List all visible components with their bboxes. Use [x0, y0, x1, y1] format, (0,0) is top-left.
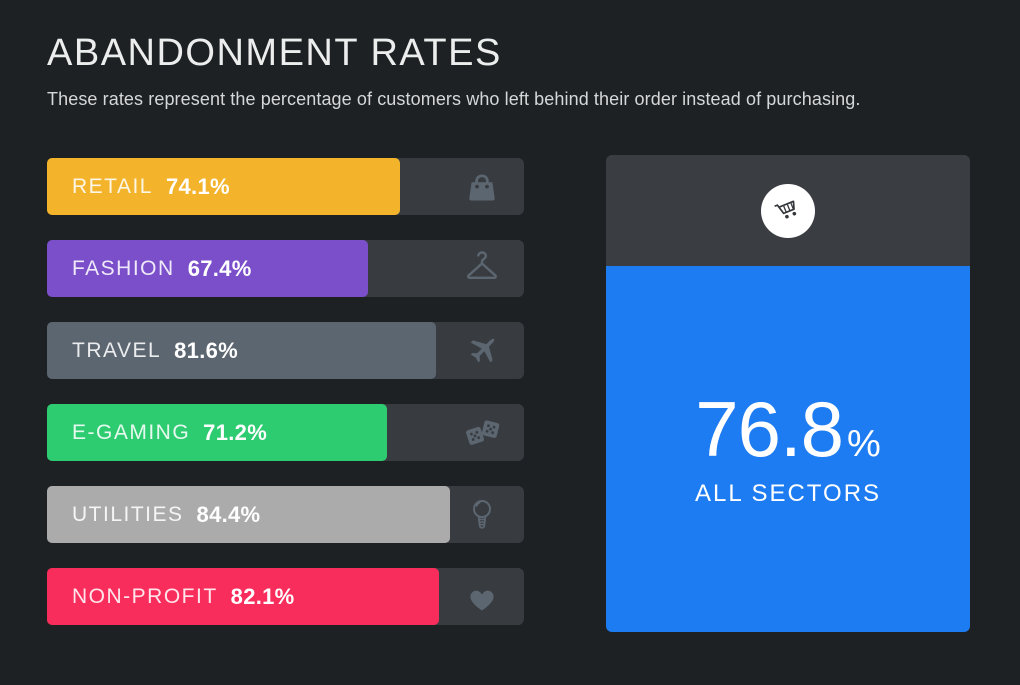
shopping-bag-icon: [462, 167, 502, 207]
summary-value-row: 76.8%: [695, 390, 881, 468]
bar-row-fashion: FASHION 67.4%: [47, 240, 524, 297]
bar-row-nonprofit: NON-PROFIT 82.1%: [47, 568, 524, 625]
bar-label: NON-PROFIT: [72, 584, 218, 608]
chart-header: ABANDONMENT RATES These rates represent …: [47, 32, 860, 110]
airplane-icon: [462, 331, 502, 371]
summary-unit: %: [847, 423, 881, 465]
summary-label: ALL SECTORS: [694, 480, 882, 507]
bar-value: 81.6%: [174, 337, 239, 363]
page-subtitle: These rates represent the percentage of …: [47, 89, 861, 109]
bar-row-travel: TRAVEL 81.6%: [47, 322, 524, 379]
summary-card-body: 76.8% ALL SECTORS: [606, 266, 970, 632]
bar-value: 74.1%: [165, 173, 230, 199]
bar-label: E-GAMING: [72, 420, 191, 444]
all-sectors-summary-card: 76.8% ALL SECTORS: [606, 155, 970, 632]
bar-row-egaming: E-GAMING 71.2%: [47, 404, 524, 461]
bar-label: UTILITIES: [72, 502, 184, 526]
bar-fill: TRAVEL 81.6%: [47, 322, 437, 379]
bar-fill: RETAIL 74.1%: [47, 158, 401, 215]
page-title: ABANDONMENT RATES: [47, 32, 502, 74]
bar-label: TRAVEL: [72, 338, 162, 362]
bar-value: 71.2%: [203, 419, 268, 445]
bar-label: RETAIL: [72, 174, 153, 198]
summary-value: 76.8: [695, 385, 844, 473]
bar-value: 67.4%: [187, 255, 252, 281]
bar-fill: NON-PROFIT 82.1%: [47, 568, 439, 625]
hanger-icon: [462, 249, 502, 289]
bar-label: FASHION: [72, 256, 175, 280]
abandoned-cart-badge: [761, 183, 815, 238]
bar-row-utilities: UTILITIES 84.4%: [47, 486, 524, 543]
light-bulb-icon: [462, 495, 502, 535]
bar-row-retail: RETAIL 74.1%: [47, 158, 524, 215]
bar-value: 84.4%: [196, 501, 261, 527]
summary-card-header: [606, 155, 970, 266]
sector-bar-list: RETAIL 74.1% FASHION 67.4% TRAVEL 81.6%: [47, 158, 524, 650]
bar-fill: E-GAMING 71.2%: [47, 404, 387, 461]
abandoned-cart-icon: [774, 199, 797, 218]
dice-icon: [462, 413, 502, 453]
bar-value: 82.1%: [230, 583, 295, 609]
heart-icon: [462, 577, 502, 617]
bar-fill: FASHION 67.4%: [47, 240, 369, 297]
bar-fill: UTILITIES 84.4%: [47, 486, 450, 543]
